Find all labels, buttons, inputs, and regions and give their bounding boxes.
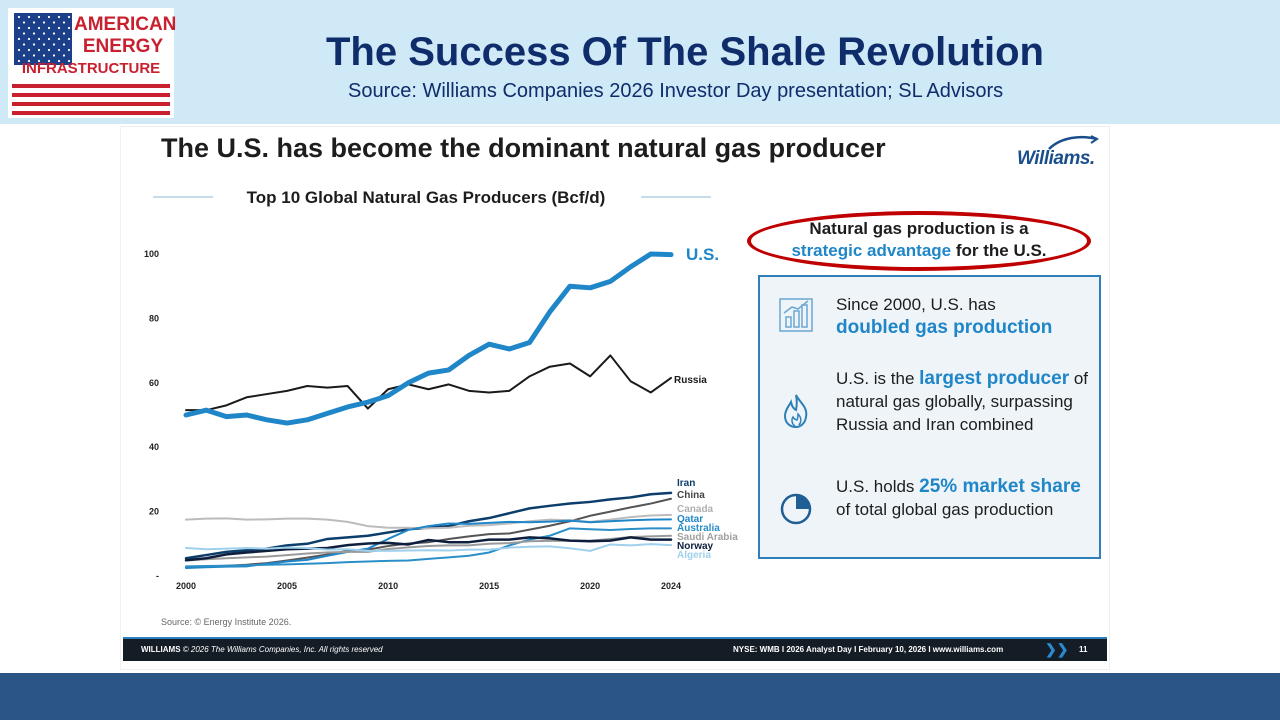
american-energy-infrastructure-logo: AMERICAN ENERGY INFRASTRUCTURE [8,8,177,118]
series-label-russia: Russia [674,375,707,386]
flag-stars-icon [14,13,72,65]
fact-1-highlight: doubled gas production [836,317,1053,338]
fact-3-pre: U.S. holds [836,477,915,496]
callout-line1: Natural gas production is a [809,219,1029,238]
y-tick-label: 80 [149,313,159,323]
header-banner: AMERICAN ENERGY INFRASTRUCTURE The Succe… [0,0,1280,124]
y-tick-label: 20 [149,507,159,517]
embedded-slide: The U.S. has become the dominant natural… [120,126,1110,670]
chart-title: Top 10 Global Natural Gas Producers (Bcf… [247,188,606,207]
flag-stripe [12,84,170,88]
footer-copyright: WILLIAMS © 2026 The Williams Companies, … [141,645,383,654]
flag-stripe [12,102,170,106]
fact-market-share: U.S. holds 25% market share of total glo… [836,475,1096,521]
bar-growth-icon [779,298,813,332]
fact-1-pre: Since 2000, U.S. has [836,295,996,314]
footer-rights: © 2026 The Williams Companies, Inc. All … [182,645,383,654]
series-line-norway [184,536,673,562]
williams-logo-text: Williams. [1017,148,1095,169]
x-tick-label: 2020 [580,581,600,591]
footer-company: WILLIAMS [141,645,181,654]
key-facts-box: Since 2000, U.S. has doubled gas product… [758,275,1101,559]
series-label-qatar: Qatar [677,514,703,525]
page-source-note: Source: Williams Companies 2026 Investor… [348,80,1004,102]
x-tick-label: 2005 [277,581,297,591]
y-tick-label: 40 [149,442,159,452]
series-label-algeria: Algeria [677,550,711,561]
series-line-u-s [183,251,674,426]
fact-largest-producer: U.S. is the largest producer of natural … [836,367,1096,436]
series-line-algeria [185,543,672,552]
y-tick-label: 60 [149,378,159,388]
fact-3-post: of total global gas production [836,500,1054,519]
series-label-canada: Canada [677,504,714,515]
fact-2-post: of natural gas globally, surpassing Russ… [836,369,1089,434]
series-line-russia [185,354,672,412]
flag-stripe [12,93,170,97]
callout-rest: for the U.S. [951,241,1047,260]
williams-swoosh-icon [1048,135,1099,150]
gas-producers-chart: Top 10 Global Natural Gas Producers (Bcf… [144,188,738,591]
strategic-advantage-callout: Natural gas production is a strategic ad… [747,211,1091,271]
logo-word-energy: ENERGY [82,36,164,57]
series-label-australia: Australia [677,523,720,534]
footer-meta: NYSE: WMB I 2026 Analyst Day I February … [733,645,1004,654]
callout-line2: strategic advantage for the U.S. [747,241,1091,261]
flame-icon [783,394,808,429]
x-tick-label: 2010 [378,581,398,591]
pie-share-icon [780,493,812,525]
fact-3-highlight: 25% market share [919,476,1081,497]
series-line-australia [185,527,672,568]
chart-source-note: Source: © Energy Institute 2026. [161,617,292,627]
fact-2-highlight: largest producer [919,368,1070,389]
x-tick-label: 2015 [479,581,499,591]
series-line-qatar [185,518,672,569]
logo-word-infrastructure: INFRASTRUCTURE [21,60,161,77]
flag-stripe [12,111,170,115]
slide-title: The U.S. has become the dominant natural… [161,133,886,163]
page-title: The Success Of The Shale Revolution [326,30,1044,74]
slide-footer: WILLIAMS © 2026 The Williams Companies, … [123,637,1107,661]
fact-2-pre: U.S. is the [836,369,915,388]
y-tick-label: 100 [144,249,159,259]
callout-highlight: strategic advantage [791,241,952,260]
series-label-u-s: U.S. [686,245,719,264]
logo-word-american: AMERICAN [74,14,177,35]
page-number: 11 [1079,645,1088,654]
series-label-iran: Iran [677,478,695,489]
fact-doubled-production: Since 2000, U.S. has doubled gas product… [836,293,1096,339]
callout-oval [747,211,1091,271]
williams-logo: Williams. [1017,135,1099,173]
series-label-norway: Norway [677,541,714,552]
x-tick-label: 2000 [176,581,196,591]
series-label-saudi-arabia: Saudi Arabia [677,532,738,543]
series-label-china: China [677,490,705,501]
bottom-bar [0,673,1280,720]
y-tick-label: - [156,571,159,581]
x-tick-label: 2024 [661,581,681,591]
chevron-right-icon: ❯❯ [1045,641,1069,657]
